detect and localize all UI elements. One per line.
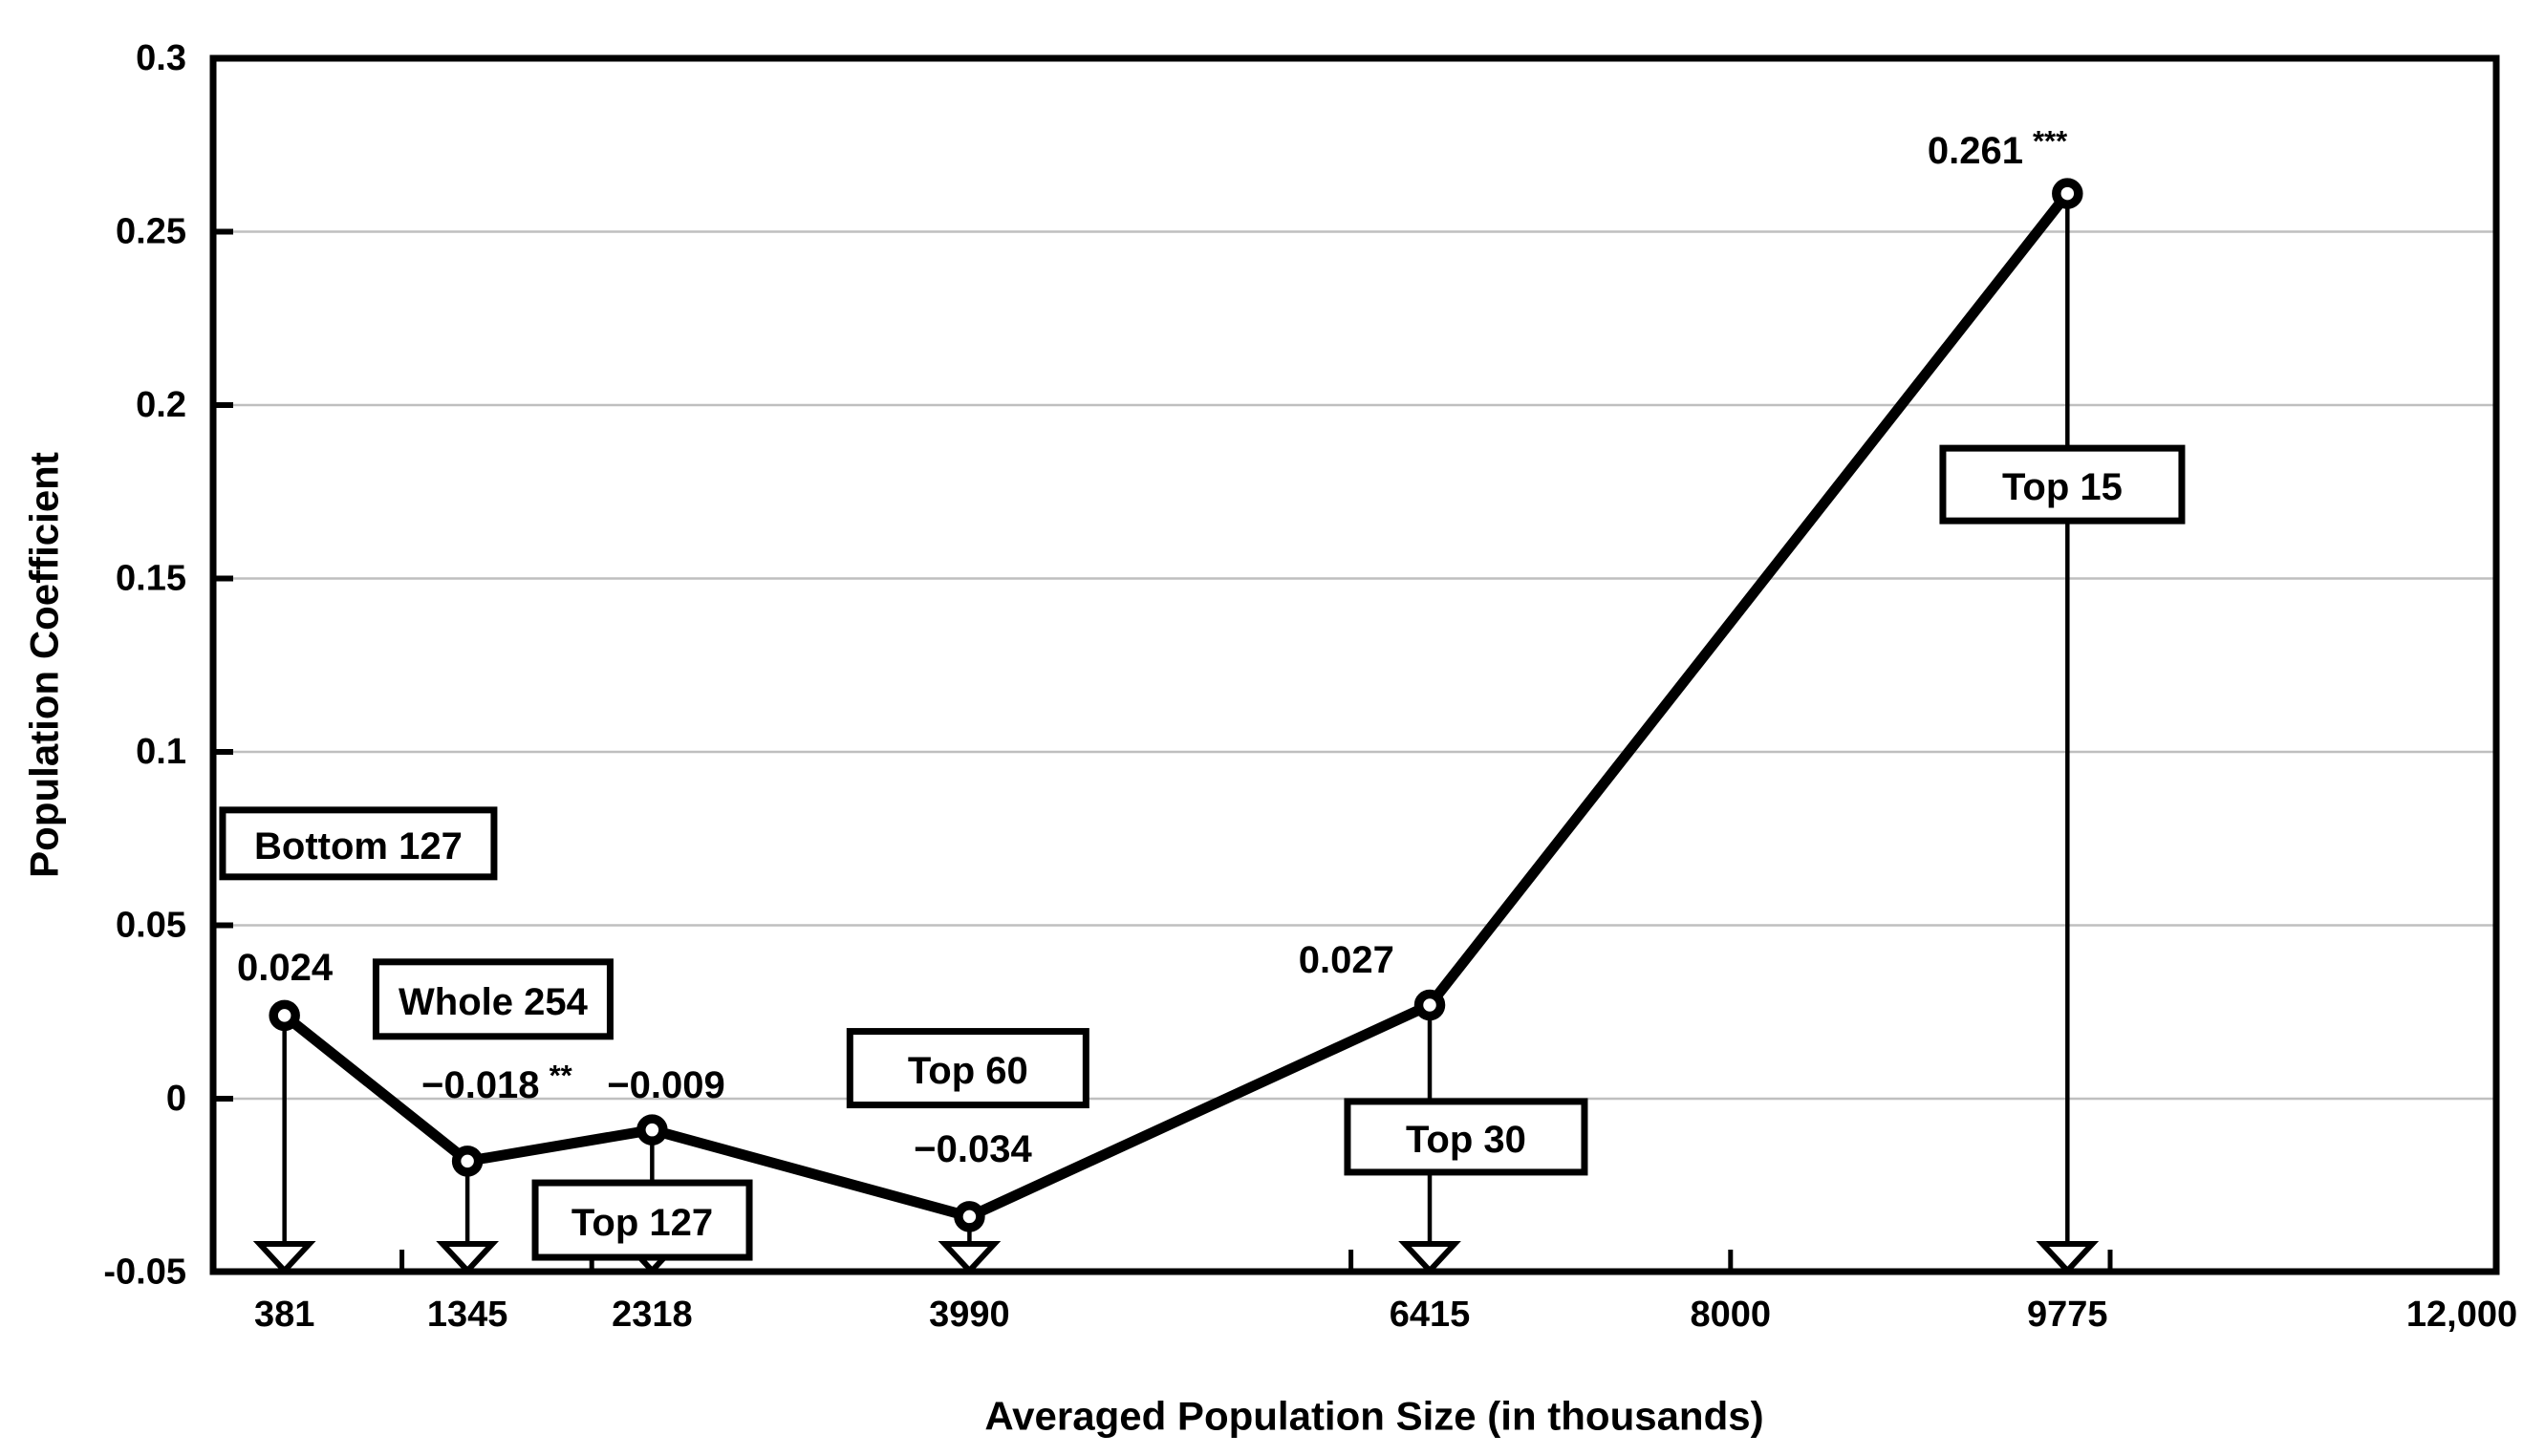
x-tick-label: 9775 <box>2027 1295 2108 1335</box>
arrow-head-icon <box>2036 1241 2100 1275</box>
x-tick-label: 2318 <box>612 1295 693 1335</box>
data-point-marker <box>636 1114 668 1146</box>
group-label: Top 15 <box>2002 466 2123 508</box>
y-axis-title: Population Coefficient <box>22 452 67 878</box>
data-line <box>281 190 2072 1222</box>
data-point-marker <box>451 1146 484 1177</box>
group-label: Bottom 127 <box>254 825 463 867</box>
arrow-head-icon <box>436 1241 499 1275</box>
x-axis-title: Averaged Population Size (in thousands) <box>984 1394 1763 1439</box>
value-label: −0.009 <box>607 1064 724 1106</box>
y-tick-label: 0.3 <box>136 38 186 78</box>
plot-area: Bottom 127 Whole 254 Top 127 Top 60 Top 30 To… <box>103 38 2517 1335</box>
group-label: Whole 254 <box>399 981 589 1023</box>
data-point-marker <box>2052 178 2083 209</box>
arrow-head-icon <box>938 1241 1002 1275</box>
group-label-box <box>531 1179 753 1261</box>
arrow-head-icon <box>1398 1241 1461 1275</box>
group-label: Top 127 <box>571 1202 713 1244</box>
x-tick-label: 3990 <box>929 1295 1010 1335</box>
group-label-box <box>1939 444 2186 525</box>
x-tick-label: 8000 <box>1691 1295 1772 1335</box>
x-tick-label: 6415 <box>1390 1295 1471 1335</box>
x-tick-label: 1345 <box>427 1295 508 1335</box>
group-label: Top 60 <box>908 1050 1028 1092</box>
y-tick-label: 0.25 <box>116 212 186 252</box>
x-tick-label: 12,000 <box>2406 1295 2517 1335</box>
group-label-box <box>1344 1098 1588 1176</box>
y-tick-label: 0.05 <box>116 906 186 946</box>
y-tick-label: 0.2 <box>136 385 186 425</box>
arrow-head-icon <box>252 1241 316 1275</box>
group-label-box <box>219 806 498 881</box>
data-point-marker <box>1413 989 1446 1021</box>
plot-border <box>209 54 2500 1275</box>
value-label: −0.034 <box>914 1128 1032 1170</box>
value-label: −0.018 ** <box>421 1058 573 1106</box>
value-label: 0.024 <box>237 947 334 989</box>
y-tick-label: 0 <box>166 1079 186 1119</box>
value-label: 0.261 *** <box>1928 123 2068 172</box>
group-label-box <box>372 958 614 1040</box>
y-tick-label: 0.1 <box>136 732 186 772</box>
group-label-box <box>846 1028 1089 1109</box>
group-label: Top 30 <box>1406 1119 1526 1161</box>
data-point-marker <box>954 1201 985 1232</box>
data-point-marker <box>269 999 300 1032</box>
y-tick-label: -0.05 <box>103 1253 186 1293</box>
y-tick-label: 0.15 <box>116 559 186 599</box>
x-tick-label: 381 <box>254 1295 314 1335</box>
value-label: 0.027 <box>1299 939 1394 981</box>
